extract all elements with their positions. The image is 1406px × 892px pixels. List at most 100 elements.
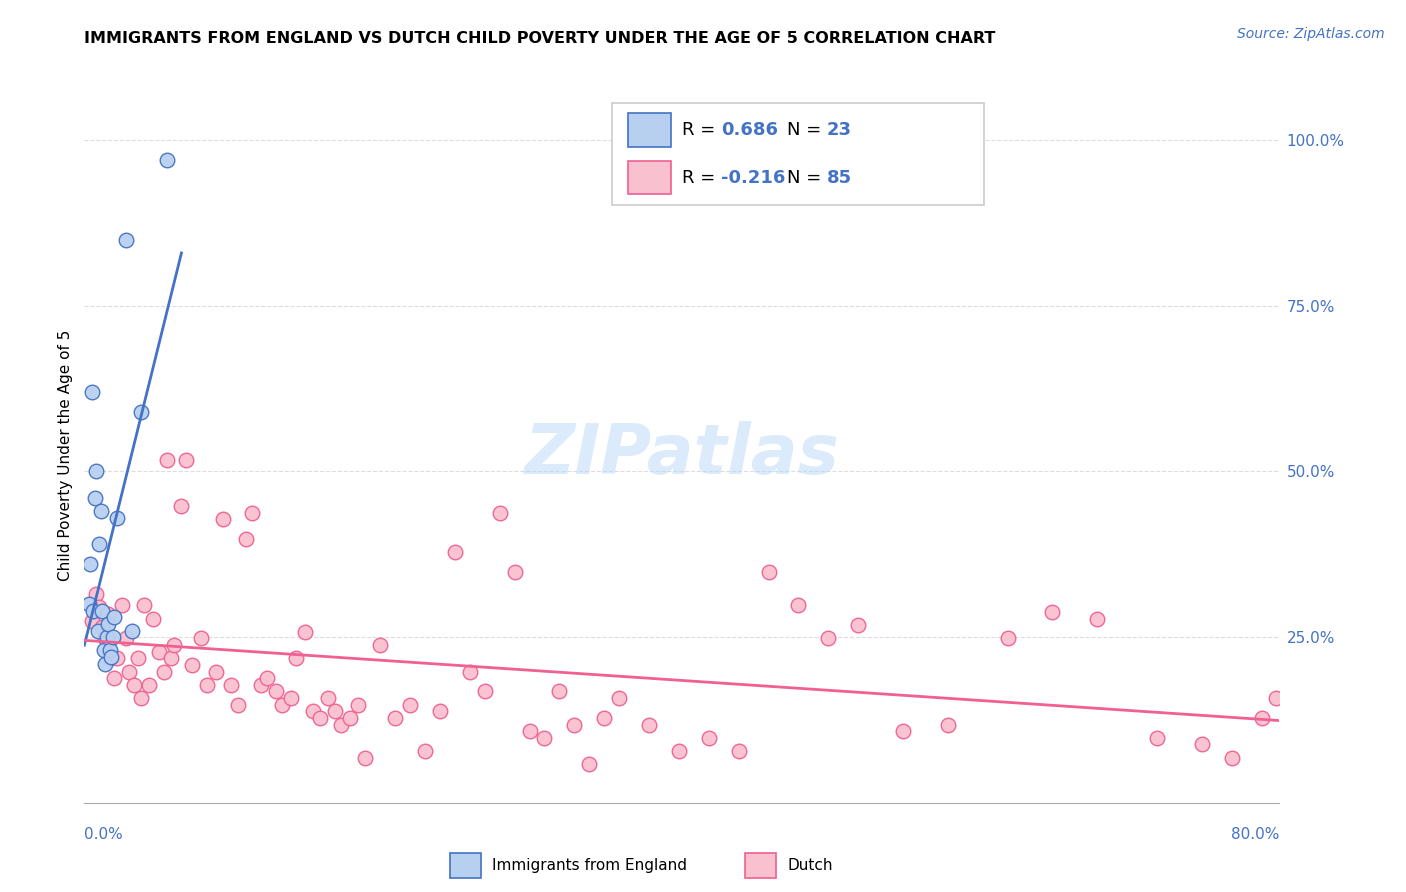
Point	[339, 711, 361, 725]
Point	[129, 691, 152, 706]
Text: N =: N =	[787, 169, 827, 186]
Text: 0.686: 0.686	[721, 121, 779, 139]
Point	[83, 491, 105, 505]
Point	[155, 153, 177, 167]
Point	[100, 650, 122, 665]
Point	[1191, 738, 1213, 752]
Point	[138, 678, 160, 692]
Text: R =: R =	[682, 121, 721, 139]
Y-axis label: Child Poverty Under the Age of 5: Child Poverty Under the Age of 5	[58, 329, 73, 581]
Point	[936, 717, 959, 731]
Point	[302, 704, 325, 718]
Point	[1265, 691, 1288, 706]
Point	[100, 651, 122, 665]
Point	[212, 512, 235, 526]
Point	[1146, 731, 1168, 745]
Point	[94, 632, 117, 646]
Point	[285, 651, 308, 665]
Point	[90, 504, 112, 518]
Point	[89, 600, 111, 615]
Point	[758, 565, 780, 579]
Point	[219, 678, 242, 692]
Point	[132, 599, 156, 613]
Point	[142, 611, 165, 625]
Point	[86, 587, 108, 601]
Point	[190, 632, 212, 646]
Point	[195, 678, 218, 692]
Text: 85: 85	[827, 169, 852, 186]
Point	[280, 691, 302, 706]
Point	[121, 624, 143, 638]
Point	[115, 632, 138, 646]
Point	[458, 665, 481, 679]
Point	[86, 465, 108, 479]
Point	[97, 616, 120, 631]
Point	[256, 671, 278, 685]
Point	[787, 599, 810, 613]
Point	[997, 632, 1019, 646]
Text: Dutch: Dutch	[787, 858, 832, 872]
Point	[82, 604, 104, 618]
Text: 0.0%: 0.0%	[84, 827, 124, 841]
Point	[503, 565, 526, 579]
Point	[1250, 711, 1272, 725]
Point	[103, 671, 125, 685]
Text: -0.216: -0.216	[721, 169, 786, 186]
Point	[817, 632, 839, 646]
Text: Source: ZipAtlas.com: Source: ZipAtlas.com	[1237, 27, 1385, 41]
Point	[80, 384, 103, 399]
Point	[97, 607, 120, 621]
Point	[160, 651, 183, 665]
Point	[89, 537, 111, 551]
Point	[309, 711, 332, 725]
Point	[697, 731, 720, 745]
Point	[235, 532, 257, 546]
Point	[270, 698, 292, 712]
Point	[727, 744, 749, 758]
Point	[77, 597, 100, 611]
Point	[118, 665, 141, 679]
Point	[91, 604, 114, 618]
Point	[170, 499, 193, 513]
Point	[205, 665, 228, 679]
Point	[122, 678, 145, 692]
Text: IMMIGRANTS FROM ENGLAND VS DUTCH CHILD POVERTY UNDER THE AGE OF 5 CORRELATION CH: IMMIGRANTS FROM ENGLAND VS DUTCH CHILD P…	[84, 31, 995, 46]
Point	[399, 698, 422, 712]
Point	[249, 678, 271, 692]
Text: Immigrants from England: Immigrants from England	[492, 858, 688, 872]
Point	[93, 643, 115, 657]
Point	[103, 610, 125, 624]
Point	[1085, 611, 1108, 625]
Point	[127, 651, 149, 665]
Point	[429, 704, 451, 718]
Point	[174, 452, 197, 467]
Point	[346, 698, 368, 712]
Point	[846, 618, 869, 632]
Point	[668, 744, 690, 758]
Point	[105, 651, 128, 665]
Point	[96, 630, 118, 644]
Point	[91, 620, 114, 634]
Point	[533, 731, 555, 745]
Point	[98, 643, 121, 657]
Point	[891, 724, 914, 739]
Text: ZIPatlas: ZIPatlas	[524, 421, 839, 489]
Point	[240, 506, 263, 520]
Point	[519, 724, 541, 739]
Point	[80, 614, 103, 628]
Point	[79, 558, 101, 572]
Point	[180, 657, 202, 672]
Point	[1281, 717, 1303, 731]
Point	[562, 717, 586, 731]
Point	[330, 717, 353, 731]
Point	[384, 711, 406, 725]
Point	[1040, 605, 1064, 619]
Point	[264, 684, 287, 698]
Point	[87, 624, 110, 638]
Point	[101, 630, 124, 644]
Text: R =: R =	[682, 169, 721, 186]
Text: 23: 23	[827, 121, 852, 139]
Point	[152, 665, 174, 679]
Point	[94, 657, 117, 671]
Point	[323, 704, 347, 718]
